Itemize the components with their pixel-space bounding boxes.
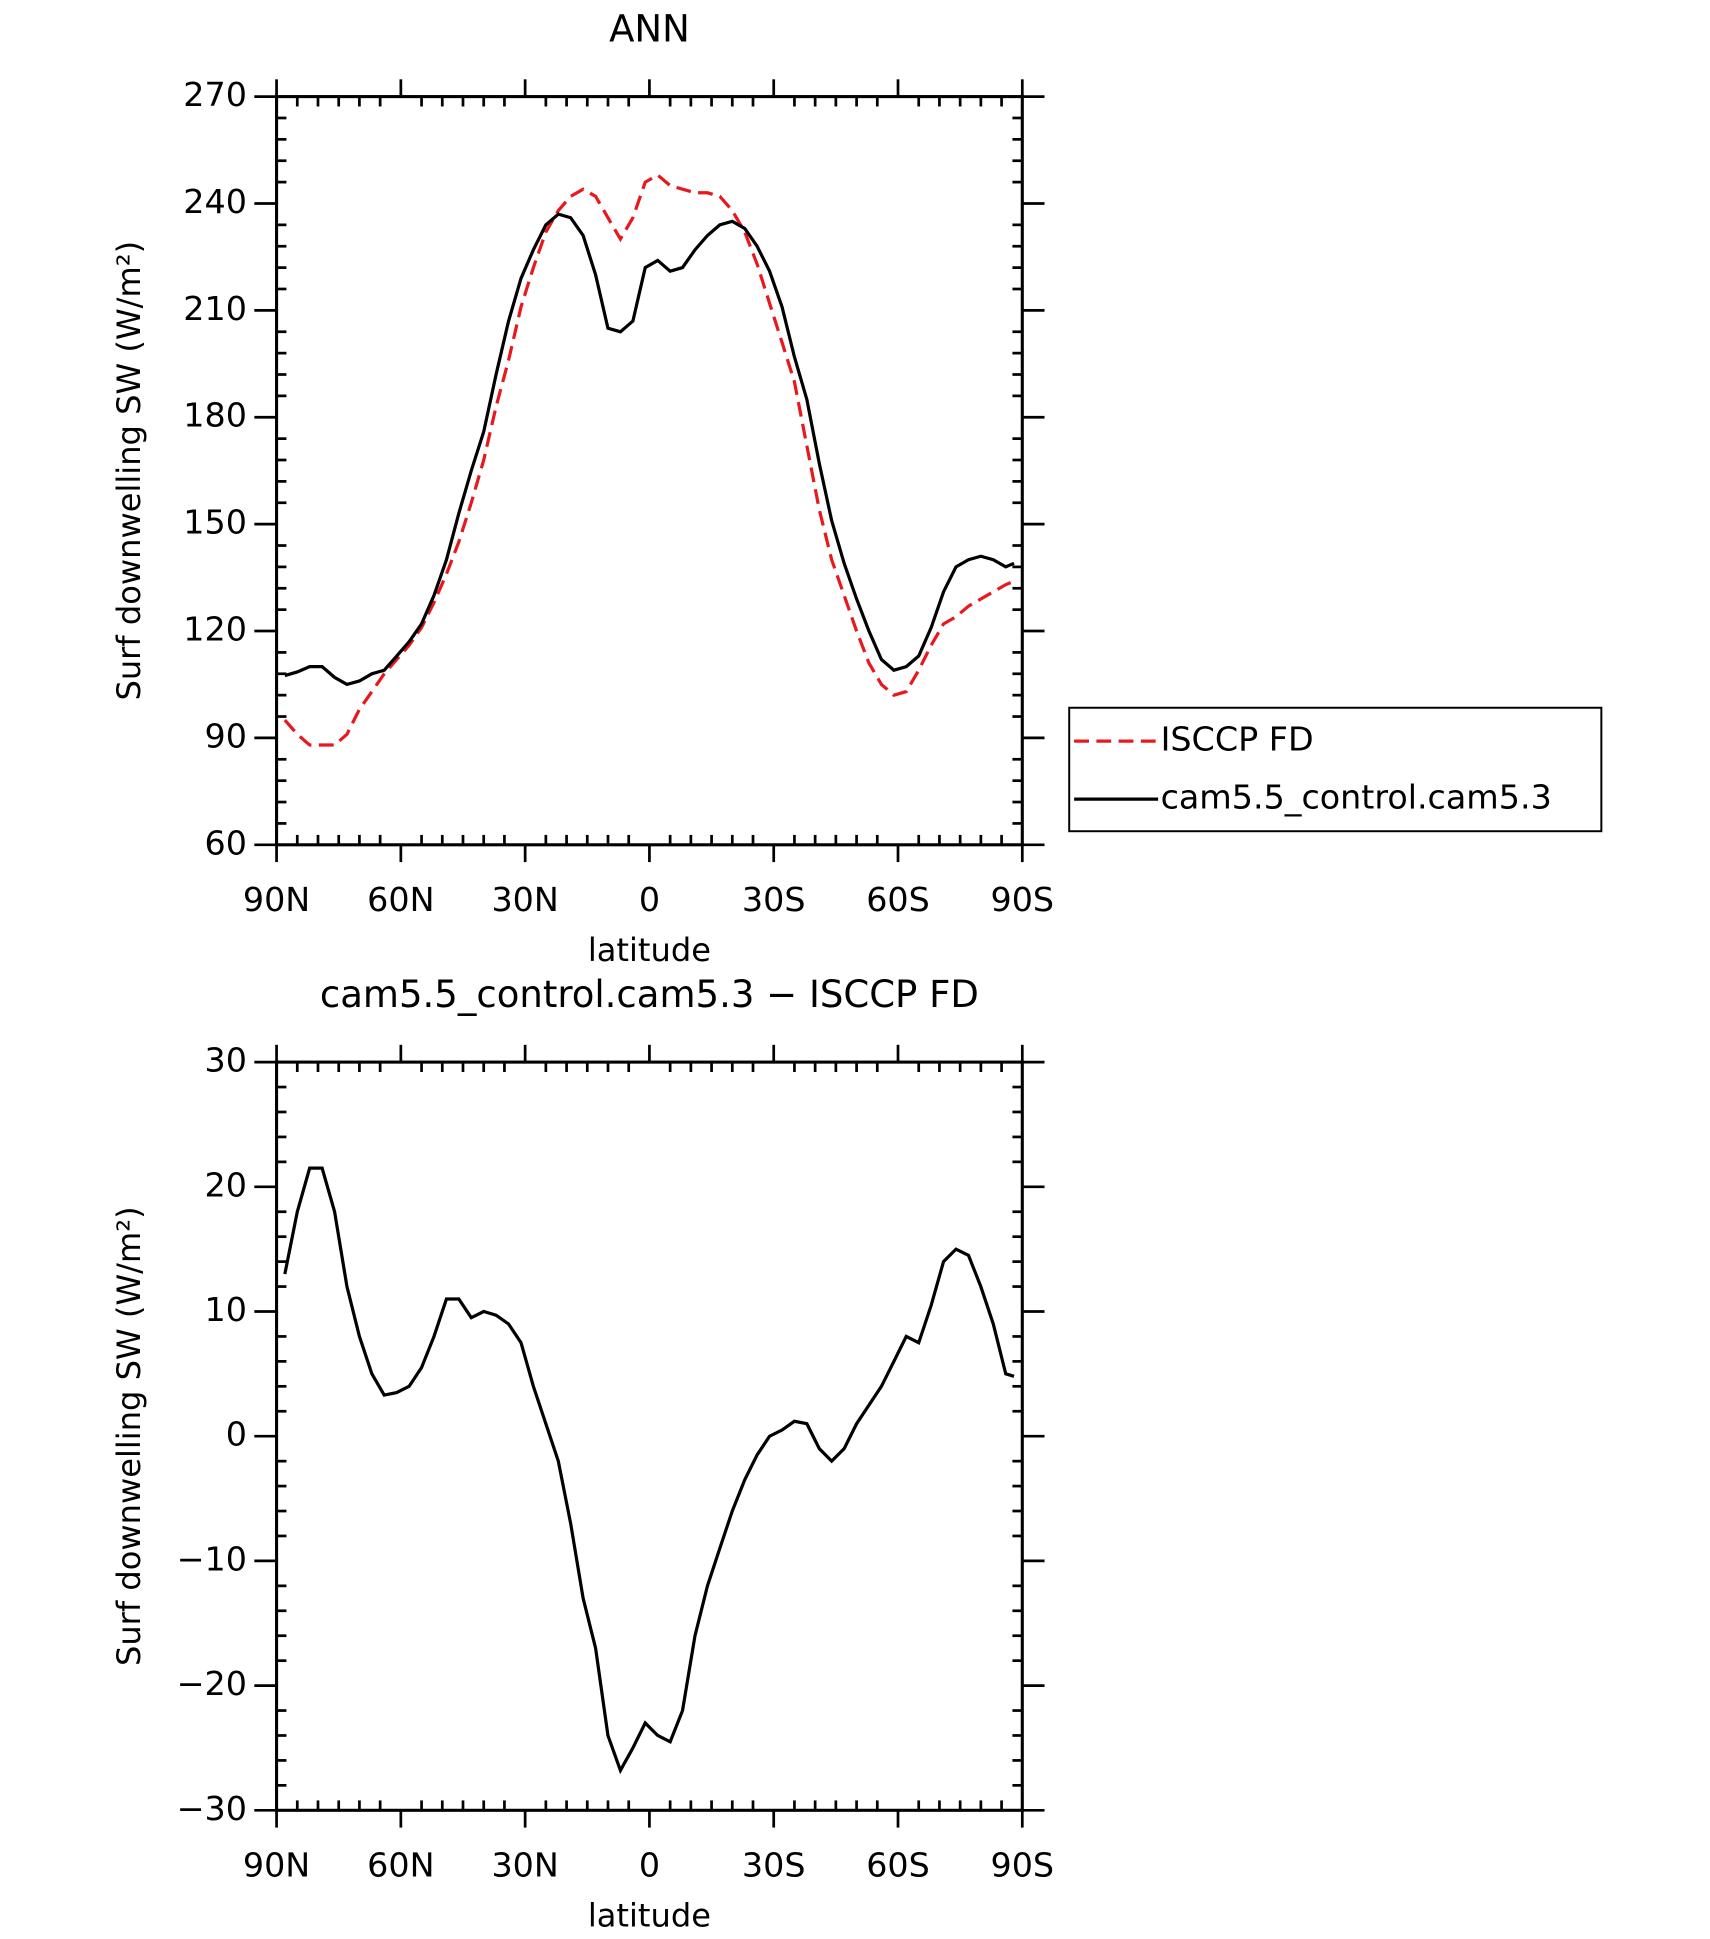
legend-label: cam5.5_control.cam5.3	[1161, 778, 1552, 817]
data-line	[283, 173, 1015, 747]
chart-title: ANN	[609, 8, 690, 51]
data-line	[284, 212, 1015, 687]
plot-frame	[275, 1060, 1024, 1812]
x-tick-label: 60N	[367, 1846, 434, 1885]
x-tick-label: 60S	[866, 880, 930, 919]
y-axis-label: Surf downwelling SW (W/m²)	[110, 241, 148, 701]
y-tick-label: 90	[205, 716, 247, 755]
y-axis-label: Surf downwelling SW (W/m²)	[110, 1206, 148, 1666]
y-tick-label: 10	[205, 1290, 247, 1329]
y-tick-label: 270	[183, 75, 247, 114]
y-tick-label: −30	[177, 1789, 247, 1828]
y-tick-label: 20	[205, 1165, 247, 1204]
y-tick-label: 30	[205, 1041, 247, 1080]
y-tick-label: 120	[183, 610, 247, 649]
x-tick-label: 90S	[991, 1846, 1055, 1885]
y-tick-label: 60	[205, 823, 247, 862]
y-tick-label: 210	[183, 289, 247, 328]
legend-box	[1068, 706, 1603, 833]
y-tick-label: −20	[177, 1664, 247, 1703]
plot-frame	[275, 95, 1024, 847]
x-axis-label: latitude	[588, 931, 711, 969]
legend: ISCCP FD cam5.5_control.cam5.3	[1068, 706, 1603, 833]
x-tick-label: 90N	[243, 1846, 310, 1885]
y-tick-label: 180	[183, 396, 247, 435]
y-tick-label: −10	[177, 1539, 247, 1578]
x-axis-label: latitude	[588, 1897, 711, 1935]
x-tick-label: 60N	[367, 880, 434, 919]
x-tick-label: 30S	[742, 1846, 806, 1885]
x-tick-label: 90N	[243, 880, 310, 919]
x-tick-label: 30N	[491, 1846, 558, 1885]
legend-label: ISCCP FD	[1161, 720, 1314, 759]
x-tick-label: 60S	[866, 1846, 930, 1885]
x-tick-label: 0	[639, 1846, 660, 1885]
x-tick-label: 0	[639, 880, 660, 919]
chart-title: cam5.5_control.cam5.3 − ISCCP FD	[320, 973, 979, 1016]
x-tick-label: 90S	[991, 880, 1055, 919]
x-tick-label: 30N	[491, 880, 558, 919]
data-line	[283, 1166, 1015, 1775]
y-tick-label: 150	[183, 503, 247, 542]
y-tick-label: 0	[226, 1415, 247, 1454]
x-tick-label: 30S	[742, 880, 806, 919]
y-tick-label: 240	[183, 182, 247, 221]
